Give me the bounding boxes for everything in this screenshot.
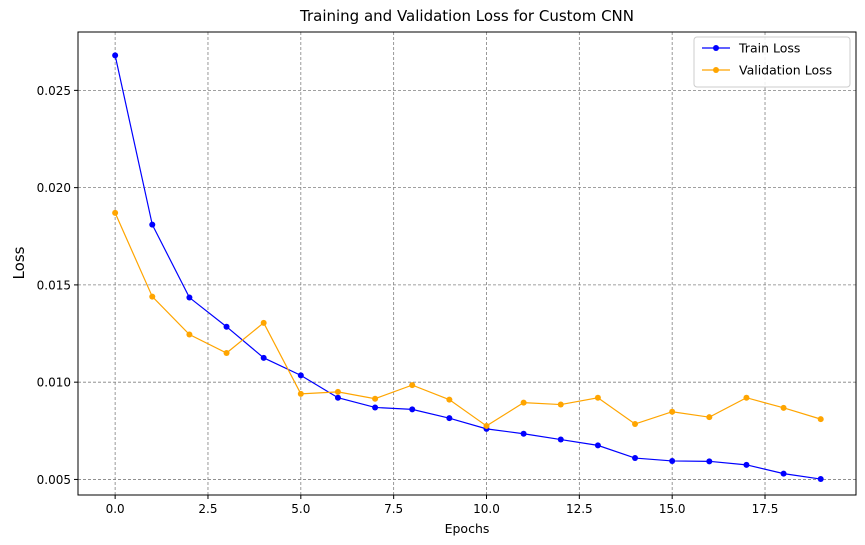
- x-tick-label: 5.0: [291, 502, 310, 516]
- x-tick-label: 0.0: [106, 502, 125, 516]
- validation-loss-point: [224, 350, 230, 356]
- chart-title: Training and Validation Loss for Custom …: [299, 7, 634, 25]
- train-loss-point: [335, 395, 341, 401]
- train-loss-point: [632, 455, 638, 461]
- train-loss-point: [595, 442, 601, 448]
- legend-label-train: Train Loss: [738, 41, 800, 56]
- validation-loss-point: [446, 397, 452, 403]
- validation-loss-point: [818, 416, 824, 422]
- validation-loss-point: [521, 400, 527, 406]
- y-axis: 0.005 0.010 0.015 0.020 0.025: [37, 84, 78, 487]
- train-loss-point: [261, 355, 267, 361]
- train-loss-point: [224, 324, 230, 330]
- legend-marker-validation: [713, 67, 719, 73]
- grid-layer: [78, 32, 856, 495]
- validation-loss-point: [186, 332, 192, 338]
- train-loss-point: [446, 415, 452, 421]
- train-loss-point: [558, 437, 564, 443]
- validation-loss-point: [706, 414, 712, 420]
- plot-frame: [78, 32, 856, 495]
- validation-loss-point: [372, 396, 378, 402]
- x-tick-label: 15.0: [659, 502, 686, 516]
- train-loss-line: [115, 55, 821, 479]
- validation-loss-point: [558, 402, 564, 408]
- train-loss-point: [298, 372, 304, 378]
- validation-loss-point: [669, 409, 675, 415]
- x-tick-label: 10.0: [473, 502, 500, 516]
- train-loss-point: [781, 471, 787, 477]
- train-loss-point: [372, 404, 378, 410]
- legend-label-validation: Validation Loss: [739, 63, 832, 78]
- train-loss-point: [149, 222, 155, 228]
- train-loss-point: [409, 406, 415, 412]
- series-layer: [112, 52, 824, 482]
- train-loss-point: [818, 476, 824, 482]
- validation-loss-point: [149, 294, 155, 300]
- y-tick-label: 0.015: [37, 278, 71, 292]
- x-axis: 0.0 2.5 5.0 7.5 10.0 12.5 15.0 17.5: [106, 495, 779, 516]
- validation-loss-point: [483, 423, 489, 429]
- validation-loss-point: [261, 320, 267, 326]
- y-tick-label: 0.020: [37, 181, 71, 195]
- train-loss-point: [521, 431, 527, 437]
- y-axis-label: Loss: [10, 246, 28, 279]
- validation-loss-point: [335, 389, 341, 395]
- legend: Train Loss Validation Loss: [694, 37, 850, 87]
- validation-loss-point: [781, 405, 787, 411]
- x-tick-label: 12.5: [566, 502, 593, 516]
- x-axis-label: Epochs: [445, 521, 490, 536]
- validation-loss-point: [743, 395, 749, 401]
- validation-loss-point: [112, 210, 118, 216]
- x-tick-label: 17.5: [752, 502, 779, 516]
- y-tick-label: 0.010: [37, 376, 71, 390]
- x-tick-label: 2.5: [198, 502, 217, 516]
- y-tick-label: 0.005: [37, 473, 71, 487]
- train-loss-point: [743, 462, 749, 468]
- validation-loss-point: [595, 395, 601, 401]
- train-loss-point: [669, 458, 675, 464]
- validation-loss-line: [115, 213, 821, 426]
- train-loss-point: [112, 52, 118, 58]
- validation-loss-point: [409, 382, 415, 388]
- validation-loss-point: [298, 391, 304, 397]
- x-tick-label: 7.5: [384, 502, 403, 516]
- train-loss-point: [186, 295, 192, 301]
- train-loss-point: [706, 458, 712, 464]
- legend-marker-train: [713, 45, 719, 51]
- validation-loss-point: [632, 421, 638, 427]
- y-tick-label: 0.025: [37, 84, 71, 98]
